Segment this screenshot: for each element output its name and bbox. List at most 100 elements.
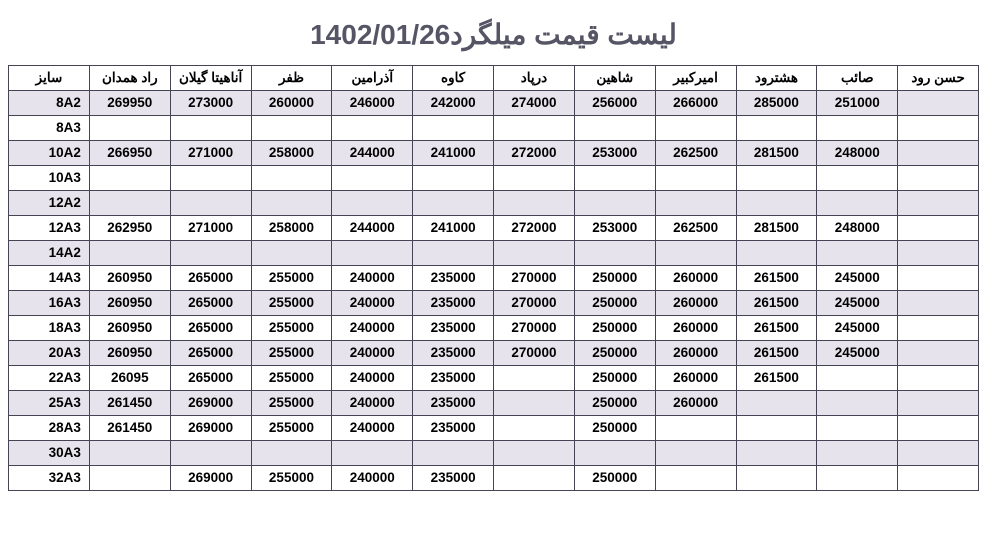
size-cell: 10A3: [9, 166, 90, 191]
price-cell: [898, 216, 979, 241]
price-cell: [251, 116, 332, 141]
price-cell: [89, 466, 170, 491]
price-cell: 255000: [251, 391, 332, 416]
col-header: شاهین: [574, 66, 655, 91]
price-cell: [574, 116, 655, 141]
price-cell: 255000: [251, 466, 332, 491]
price-cell: [574, 241, 655, 266]
price-cell: 260950: [89, 291, 170, 316]
price-cell: 269950: [89, 91, 170, 116]
col-header: امیرکبیر: [655, 66, 736, 91]
price-cell: [736, 116, 817, 141]
price-cell: 235000: [413, 391, 494, 416]
price-table: حسن رودصائبهشترودامیرکبیرشاهیندرپادکاوهآ…: [8, 65, 979, 491]
price-cell: 261500: [736, 316, 817, 341]
price-cell: 260000: [251, 91, 332, 116]
price-cell: 261500: [736, 291, 817, 316]
price-cell: 253000: [574, 141, 655, 166]
price-cell: 250000: [574, 341, 655, 366]
col-header: آناهیتا گیلان: [170, 66, 251, 91]
price-cell: 240000: [332, 316, 413, 341]
table-row: 2450002615002600002500002700002350002400…: [9, 316, 979, 341]
price-cell: [89, 166, 170, 191]
price-cell: 265000: [170, 366, 251, 391]
table-row: 2450002615002600002500002700002350002400…: [9, 291, 979, 316]
size-cell: 30A3: [9, 441, 90, 466]
price-cell: 245000: [817, 341, 898, 366]
price-table-wrap: حسن رودصائبهشترودامیرکبیرشاهیندرپادکاوهآ…: [0, 65, 987, 491]
price-cell: [898, 191, 979, 216]
table-row: 2450002615002600002500002700002350002400…: [9, 341, 979, 366]
size-cell: 20A3: [9, 341, 90, 366]
price-cell: 240000: [332, 266, 413, 291]
price-cell: 240000: [332, 341, 413, 366]
price-cell: 250000: [574, 391, 655, 416]
price-cell: 260000: [655, 316, 736, 341]
price-cell: [736, 391, 817, 416]
price-cell: [170, 441, 251, 466]
price-cell: 260000: [655, 366, 736, 391]
table-row: 30A3: [9, 441, 979, 466]
page-title: لیست قیمت میلگرد1402/01/26: [0, 0, 987, 65]
price-cell: [817, 391, 898, 416]
price-cell: 285000: [736, 91, 817, 116]
price-cell: 255000: [251, 291, 332, 316]
price-cell: [574, 191, 655, 216]
size-cell: 14A3: [9, 266, 90, 291]
price-cell: [898, 266, 979, 291]
size-cell: 10A2: [9, 141, 90, 166]
price-cell: [898, 241, 979, 266]
price-cell: [89, 191, 170, 216]
price-cell: 235000: [413, 316, 494, 341]
price-cell: 260000: [655, 291, 736, 316]
price-cell: 235000: [413, 291, 494, 316]
price-cell: [898, 316, 979, 341]
table-row: 2450002615002600002500002700002350002400…: [9, 266, 979, 291]
price-cell: [898, 116, 979, 141]
price-cell: [817, 366, 898, 391]
price-cell: 271000: [170, 141, 251, 166]
price-cell: [736, 466, 817, 491]
table-body: 2510002850002660002560002740002420002460…: [9, 91, 979, 491]
price-cell: 281500: [736, 141, 817, 166]
size-cell: 16A3: [9, 291, 90, 316]
col-size: سایز: [9, 66, 90, 91]
price-cell: [494, 466, 575, 491]
price-cell: [655, 416, 736, 441]
price-cell: 250000: [574, 466, 655, 491]
price-cell: [494, 391, 575, 416]
price-cell: [413, 166, 494, 191]
table-row: 2510002850002660002560002740002420002460…: [9, 91, 979, 116]
price-cell: 270000: [494, 291, 575, 316]
size-cell: 25A3: [9, 391, 90, 416]
price-cell: [251, 241, 332, 266]
price-cell: 266000: [655, 91, 736, 116]
price-cell: 235000: [413, 416, 494, 441]
price-cell: 265000: [170, 341, 251, 366]
price-cell: [817, 116, 898, 141]
price-cell: [736, 416, 817, 441]
price-cell: [736, 441, 817, 466]
price-cell: [413, 441, 494, 466]
price-cell: 240000: [332, 466, 413, 491]
col-header: آذرامین: [332, 66, 413, 91]
price-cell: 266950: [89, 141, 170, 166]
price-cell: [413, 191, 494, 216]
table-header-row: حسن رودصائبهشترودامیرکبیرشاهیندرپادکاوهآ…: [9, 66, 979, 91]
price-cell: [898, 366, 979, 391]
price-cell: 250000: [574, 316, 655, 341]
size-cell: 8A3: [9, 116, 90, 141]
price-cell: 269000: [170, 391, 251, 416]
price-cell: [655, 166, 736, 191]
price-cell: [89, 441, 170, 466]
price-cell: 240000: [332, 416, 413, 441]
price-cell: 270000: [494, 341, 575, 366]
price-cell: [574, 441, 655, 466]
price-cell: 250000: [574, 366, 655, 391]
price-cell: [170, 116, 251, 141]
price-cell: 240000: [332, 291, 413, 316]
price-cell: 240000: [332, 366, 413, 391]
price-cell: 265000: [170, 316, 251, 341]
price-cell: 261500: [736, 266, 817, 291]
price-cell: [494, 191, 575, 216]
